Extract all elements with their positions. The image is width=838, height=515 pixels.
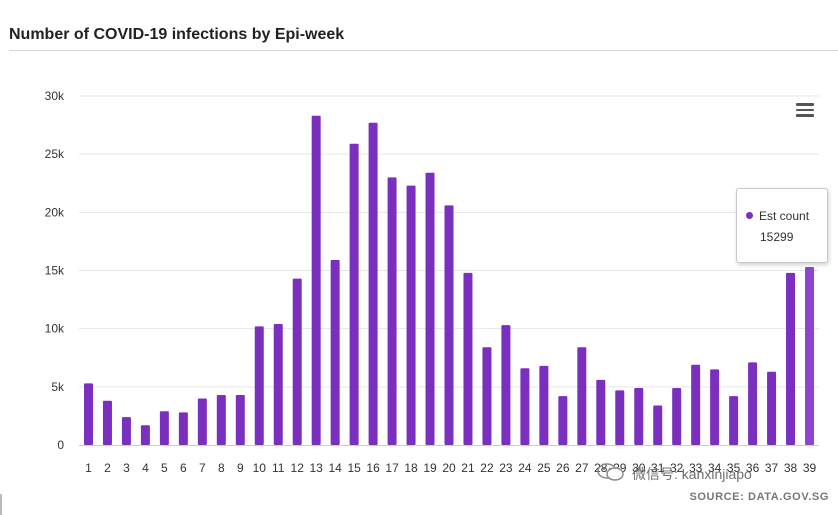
bar	[102, 400, 112, 445]
bar	[83, 383, 93, 445]
x-tick-label: 12	[291, 461, 305, 475]
bar	[330, 260, 340, 445]
x-tick-label: 1	[85, 461, 92, 475]
bar	[273, 324, 283, 445]
x-tick-label: 11	[272, 461, 285, 475]
x-tick-label: 34	[708, 461, 722, 475]
x-tick-label: 30	[632, 461, 646, 475]
x-tick-label: 15	[347, 461, 361, 475]
bar	[387, 177, 397, 445]
bar	[577, 347, 587, 445]
bar	[292, 278, 302, 445]
bar	[767, 371, 777, 445]
bar	[368, 122, 378, 446]
source-credit: SOURCE: DATA.GOV.SG	[689, 491, 829, 503]
bar	[672, 387, 682, 445]
y-tick-label: 10k	[45, 322, 65, 336]
tooltip-value: 15299	[760, 230, 794, 244]
x-tick-label: 2	[104, 461, 111, 475]
x-tick-label: 13	[309, 461, 323, 475]
x-tick-label: 25	[537, 461, 551, 475]
bar	[748, 362, 758, 445]
y-tick-label: 5k	[51, 380, 65, 394]
x-tick-label: 22	[480, 461, 494, 475]
y-tick-label: 25k	[45, 147, 65, 161]
tooltip-series-name: Est count	[759, 209, 810, 223]
bar	[805, 267, 815, 445]
x-tick-label: 6	[180, 461, 187, 475]
bar	[216, 394, 226, 445]
bar	[482, 347, 492, 445]
wechat-icon	[597, 463, 624, 481]
x-tick-label: 20	[442, 461, 456, 475]
x-tick-label: 31	[651, 461, 665, 475]
bar	[235, 394, 245, 445]
x-tick-label: 10	[253, 461, 267, 475]
bar	[463, 272, 473, 445]
x-tick-label: 9	[237, 461, 244, 475]
x-tick-label: 39	[803, 461, 817, 475]
tooltip: Est count 15299	[736, 188, 828, 263]
x-tick-label: 19	[423, 461, 437, 475]
hamburger-menu-icon[interactable]	[796, 103, 814, 117]
bar	[501, 325, 511, 445]
x-tick-label: 24	[518, 461, 532, 475]
bar	[653, 405, 663, 445]
bar	[615, 390, 625, 445]
x-tick-label: 38	[784, 461, 798, 475]
bar	[539, 365, 549, 445]
bar	[197, 398, 207, 445]
x-tick-label: 27	[575, 461, 589, 475]
bar	[444, 205, 454, 445]
x-tick-label: 16	[366, 461, 380, 475]
x-tick-label: 21	[461, 461, 475, 475]
x-tick-label: 5	[161, 461, 168, 475]
bar	[710, 369, 720, 445]
x-tick-label: 4	[142, 461, 149, 475]
bar	[691, 364, 701, 445]
x-tick-label: 3	[123, 461, 130, 475]
bar	[520, 368, 530, 445]
bar	[596, 379, 606, 445]
x-tick-label: 8	[218, 461, 225, 475]
series-marker-icon	[746, 212, 753, 219]
bar	[425, 172, 435, 445]
bar	[558, 396, 568, 445]
x-tick-label: 37	[765, 461, 779, 475]
watermark-text: 微信号: kanxinjiapo	[632, 466, 752, 482]
bar	[121, 417, 131, 445]
bar	[254, 326, 264, 445]
x-tick-label: 18	[404, 461, 418, 475]
bar	[634, 387, 644, 445]
y-tick-label: 30k	[45, 89, 65, 103]
x-tick-label: 36	[746, 461, 760, 475]
x-tick-label: 26	[556, 461, 570, 475]
x-tick-label: 33	[689, 461, 703, 475]
x-tick-label: 17	[385, 461, 399, 475]
y-tick-label: 20k	[45, 205, 65, 219]
y-tick-label: 0	[57, 438, 64, 452]
bar	[178, 412, 188, 445]
corner-mark	[0, 494, 2, 515]
x-tick-label: 23	[499, 461, 513, 475]
bar	[729, 396, 739, 445]
y-tick-label: 15k	[45, 264, 65, 278]
x-tick-label: 35	[727, 461, 741, 475]
x-tick-label: 14	[328, 461, 342, 475]
x-tick-label: 32	[670, 461, 684, 475]
bar	[786, 272, 796, 445]
title-divider	[9, 50, 838, 51]
x-tick-label: 7	[199, 461, 206, 475]
bar	[349, 143, 359, 446]
bar	[311, 115, 321, 445]
bar	[159, 411, 169, 445]
chart-title: Number of COVID-19 infections by Epi-wee…	[9, 26, 345, 43]
bar	[406, 185, 416, 445]
bar	[140, 425, 150, 445]
